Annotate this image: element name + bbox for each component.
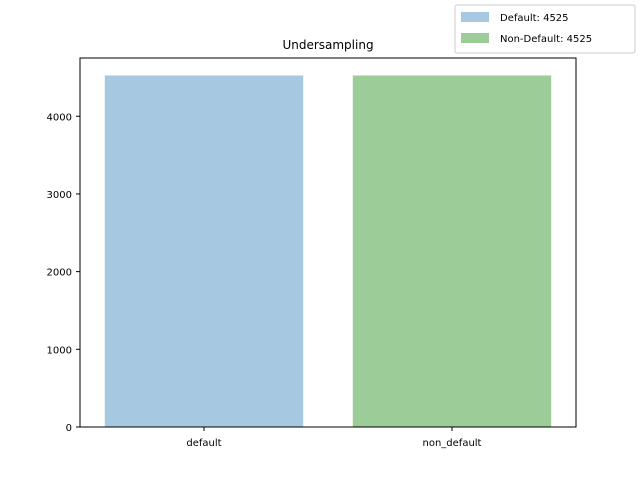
legend-swatch xyxy=(461,33,489,43)
legend: Default: 4525 Non-Default: 4525 xyxy=(454,4,636,54)
bar-non-default xyxy=(352,75,552,427)
legend-label: Non-Default: 4525 xyxy=(500,34,592,45)
legend-swatch xyxy=(461,12,489,22)
axes-frame xyxy=(79,57,577,428)
y-tick-label: 3000 xyxy=(47,190,72,201)
x-tick-label: default xyxy=(186,438,221,449)
y-tick-label: 2000 xyxy=(47,268,72,279)
y-axis: 0 1000 2000 3000 4000 xyxy=(47,112,80,434)
x-tick-label: non_default xyxy=(423,438,482,449)
y-tick-label: 4000 xyxy=(47,112,72,123)
bar-default xyxy=(104,75,304,427)
legend-box xyxy=(454,4,636,54)
x-axis: default non_default xyxy=(186,427,482,449)
y-tick-label: 1000 xyxy=(47,345,72,356)
y-tick-label: 0 xyxy=(66,423,72,434)
legend-label: Default: 4525 xyxy=(500,13,569,24)
chart-title: Undersampling xyxy=(282,38,373,52)
bars-layer xyxy=(104,75,552,427)
